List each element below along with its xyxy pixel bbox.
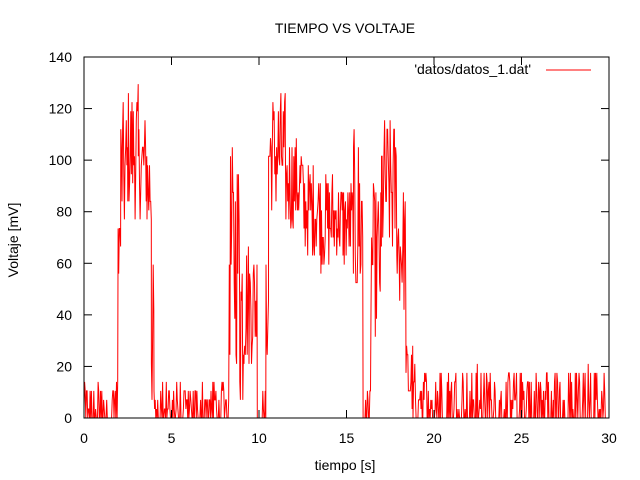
x-tick-label-6: 30 (601, 430, 617, 446)
y-tick-label-5: 100 (49, 152, 73, 168)
plot-series-group (83, 84, 609, 419)
plot-frame (83, 56, 610, 419)
x-tick-label-4: 20 (426, 430, 442, 446)
y-tick-label-7: 140 (49, 49, 73, 65)
chart-title: TIEMPO VS VOLTAJE (275, 20, 415, 36)
x-tick-label-5: 25 (514, 430, 530, 446)
y-tick-label-1: 20 (56, 358, 72, 374)
x-tick-label-0: 0 (80, 430, 88, 446)
y-tick-label-4: 80 (56, 204, 72, 220)
legend-label: 'datos/datos_1.dat' (414, 61, 531, 77)
y-tick-label-6: 120 (49, 101, 73, 117)
legend: 'datos/datos_1.dat' (414, 61, 591, 77)
y-axis-label: Voltaje [mV] (5, 203, 21, 278)
x-tick-label-3: 15 (339, 430, 355, 446)
axis-ticks-group: 0 20 40 60 80 100 120 140 0 5 10 15 20 25 30 (49, 49, 617, 446)
x-tick-label-1: 5 (168, 430, 176, 446)
series-line-0 (83, 84, 609, 419)
y-tick-label-2: 40 (56, 307, 72, 323)
y-tick-label-3: 60 (56, 255, 72, 271)
y-tick-label-0: 0 (64, 410, 72, 426)
x-axis-label: tiempo [s] (315, 457, 376, 473)
x-tick-label-2: 10 (251, 430, 267, 446)
